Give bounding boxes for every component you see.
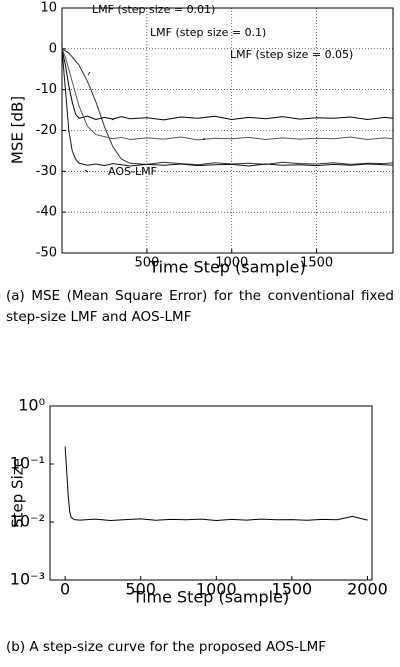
x-tick-label: 1000 <box>215 256 248 271</box>
y-tick-label: 10 <box>40 1 57 16</box>
y-tick-label: -40 <box>36 205 57 220</box>
annotation-arrow <box>111 117 116 121</box>
y-axis-label: MSE [dB] <box>9 96 27 164</box>
y-tick-label: 10⁰ <box>18 396 45 415</box>
x-tick-label: 2000 <box>347 580 388 599</box>
annotation-arrow <box>87 71 91 76</box>
x-tick-label: 0 <box>60 580 70 599</box>
y-tick-label: 10⁻² <box>10 512 45 531</box>
x-axis-label: Time Step (sample) <box>132 588 289 607</box>
annotation: AOS-LMF <box>108 165 157 178</box>
y-tick-label: -30 <box>36 164 57 179</box>
x-tick-label: 500 <box>134 256 159 271</box>
caption: (b) A step-size curve for the proposed A… <box>6 639 326 655</box>
series-line <box>61 48 394 121</box>
annotation: LMF (step size = 0.05) <box>230 48 353 61</box>
annotation-arrow <box>84 169 89 173</box>
y-tick-label: -50 <box>36 246 57 261</box>
y-tick-label: -20 <box>36 123 57 138</box>
y-tick-label: 10⁻¹ <box>10 454 45 473</box>
x-axis-label: Time Step (sample) <box>148 258 305 277</box>
annotation: LMF (step size = 0.01) <box>92 3 215 16</box>
series-line <box>61 48 394 167</box>
x-tick-label: 1500 <box>272 580 313 599</box>
annotation: LMF (step size = 0.1) <box>150 26 266 39</box>
series-line <box>61 48 394 141</box>
y-tick-label: 0 <box>49 41 57 56</box>
x-tick-label: 1500 <box>300 256 333 271</box>
series-line <box>64 446 368 522</box>
x-tick-label: 1000 <box>196 580 237 599</box>
y-axis-label: Step Size <box>9 458 27 528</box>
plot-area <box>49 405 373 581</box>
caption: (a) MSE (Mean Square Error) for the conv… <box>6 288 394 325</box>
series-line <box>61 48 394 166</box>
y-tick-label: -10 <box>36 82 57 97</box>
x-tick-label: 500 <box>125 580 156 599</box>
annotation-arrow <box>202 137 206 141</box>
y-tick-label: 10⁻³ <box>10 570 45 589</box>
